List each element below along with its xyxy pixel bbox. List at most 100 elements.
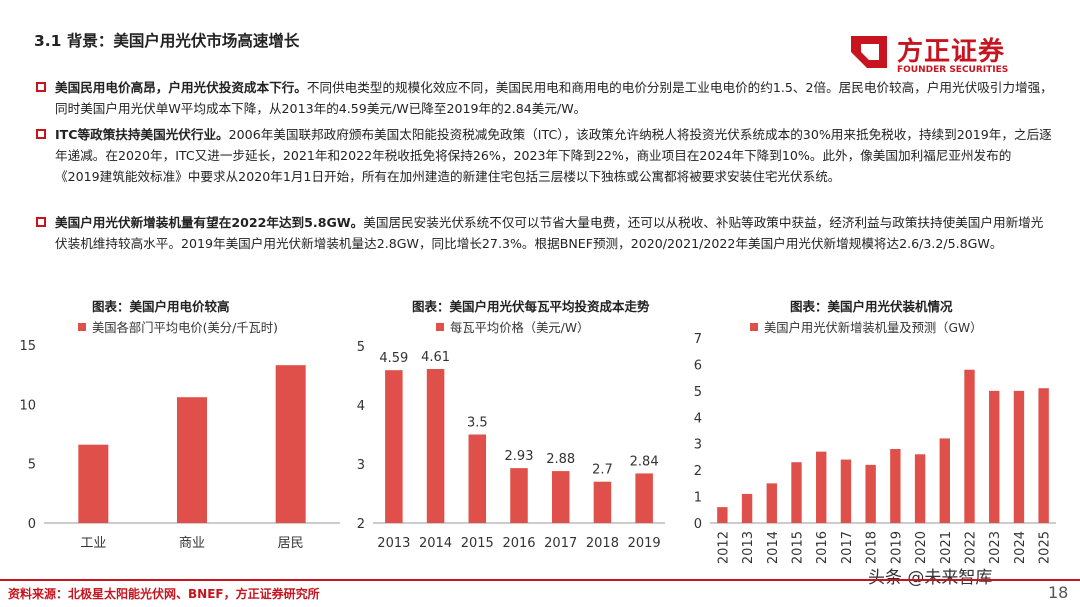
bar <box>468 434 487 523</box>
bar <box>964 369 975 523</box>
data-label: 3.5 <box>467 416 488 431</box>
chart3-legend-label: 美国户用光伏新增装机量及预测（GW） <box>764 321 983 335</box>
y-tick-label: 1 <box>694 491 702 506</box>
x-tick-label: 2014 <box>766 531 781 564</box>
y-tick-label: 0 <box>28 517 36 532</box>
y-tick-label: 5 <box>694 385 702 400</box>
bar <box>741 493 753 523</box>
bar <box>840 459 852 523</box>
bar <box>816 451 827 523</box>
y-tick-label: 2 <box>357 517 365 532</box>
chart2-legend-label: 每瓦平均价格（美元/W） <box>450 321 590 335</box>
bar <box>766 483 777 523</box>
bar <box>890 449 901 523</box>
y-tick-label: 15 <box>19 339 36 354</box>
y-tick-label: 0 <box>694 517 702 532</box>
x-tick-label: 2019 <box>628 536 661 551</box>
x-tick-label: 2015 <box>461 536 494 551</box>
y-tick-label: 4 <box>357 399 365 414</box>
x-tick-label: 2015 <box>791 531 806 564</box>
x-tick-label: 居民 <box>278 536 304 551</box>
bullet-square-icon <box>36 82 46 92</box>
chart2-title: 图表：美国户用光伏每瓦平均投资成本走势 <box>412 299 650 314</box>
bar <box>717 507 728 523</box>
page-number: 18 <box>1048 583 1069 602</box>
y-tick-label: 6 <box>694 358 702 373</box>
bar <box>989 390 1000 523</box>
bar <box>1038 388 1049 523</box>
bar <box>551 471 570 523</box>
data-label: 4.61 <box>421 350 450 365</box>
x-tick-label: 2019 <box>889 531 904 564</box>
footer-divider <box>0 579 1080 581</box>
data-label: 4.59 <box>379 351 408 366</box>
x-tick-label: 2022 <box>964 531 979 564</box>
chart1-legend-label: 美国各部门平均电价(美分/千瓦时) <box>92 321 278 335</box>
bullet-body: 2006年美国联邦政府颁布美国太阳能投资税减免政策（ITC），该政策允许纳税人将… <box>55 127 1052 184</box>
bullet-square-icon <box>36 217 46 227</box>
page-title: 3.1 背景：美国户用光伏市场高速增长 <box>34 32 300 50</box>
x-tick-label: 商业 <box>179 536 205 551</box>
y-tick-label: 5 <box>357 340 365 355</box>
bar <box>865 464 876 523</box>
x-tick-label: 2016 <box>815 531 830 564</box>
legend-swatch <box>750 323 758 331</box>
x-tick-label: 2017 <box>840 531 855 564</box>
bar <box>177 397 207 523</box>
bar <box>426 369 445 523</box>
chart1-electricity-price: 0 5 10 15 工业 商业 居民 <box>19 339 340 551</box>
bar <box>593 481 612 523</box>
x-tick-label: 2014 <box>419 536 452 551</box>
bar <box>510 468 528 523</box>
y-tick-label: 3 <box>357 458 365 473</box>
bar <box>275 365 306 523</box>
bullet-body: 美国居民安装光伏系统不仅可以节省大量电费，还可以从税收、补贴等政策中获益，经济利… <box>55 215 1044 251</box>
chart1-legend: 美国各部门平均电价(美分/千瓦时) <box>78 318 278 336</box>
chart3-title: 图表：美国户用光伏装机情况 <box>790 299 953 314</box>
x-tick-label: 2025 <box>1038 531 1053 564</box>
legend-swatch <box>436 323 444 331</box>
bullet-square-icon <box>36 129 46 139</box>
watermark: 头条 @未来智库 <box>868 568 993 588</box>
x-tick-label: 2018 <box>865 531 880 564</box>
x-tick-label: 2018 <box>586 536 619 551</box>
bullet-lead: 美国户用光伏新增装机量有望在2022年达到5.8GW。 <box>55 215 364 230</box>
x-tick-label: 2020 <box>914 531 929 564</box>
x-tick-label: 工业 <box>80 536 106 551</box>
bullet-installation-forecast: 美国户用光伏新增装机量有望在2022年达到5.8GW。美国居民安装光伏系统不仅可… <box>36 212 1055 254</box>
x-tick-label: 2013 <box>741 531 756 564</box>
logo-english: FOUNDER SECURITIES <box>897 65 1009 75</box>
brand-logo: 方正证券 FOUNDER SECURITIES <box>847 30 1027 78</box>
y-tick-label: 3 <box>694 438 702 453</box>
chart1-title: 图表：美国户用电价较高 <box>92 299 230 314</box>
bullet-electricity-price: 美国民用电价高昂，户用光伏投资成本下行。不同供电类型的规模化效应不同，美国民用电… <box>36 77 1055 119</box>
bar <box>1013 390 1025 523</box>
x-tick-label: 2013 <box>377 536 410 551</box>
x-tick-label: 2023 <box>988 531 1003 564</box>
bar <box>635 473 653 523</box>
y-tick-label: 7 <box>694 332 702 347</box>
bullet-lead: ITC等政策扶持美国光伏行业。 <box>55 127 229 142</box>
y-tick-label: 5 <box>28 458 36 473</box>
bar <box>385 370 403 523</box>
y-tick-label: 2 <box>694 464 702 479</box>
legend-swatch <box>78 323 86 331</box>
bullet-itc-policy: ITC等政策扶持美国光伏行业。2006年美国联邦政府颁布美国太阳能投资税减免政策… <box>36 124 1055 187</box>
chart3-legend: 美国户用光伏新增装机量及预测（GW） <box>750 318 982 336</box>
y-tick-label: 4 <box>694 411 702 426</box>
y-tick-label: 10 <box>19 398 36 413</box>
x-tick-label: 2021 <box>939 531 954 564</box>
bullet-body: 不同供电类型的规模化效应不同，美国民用电和商用电的电价分别是工业电电价的约1.5… <box>55 80 1053 116</box>
chart3-pv-installations: 0 1 2 3 4 5 6 7 2012 2013 2014 2015 2016 2017 2018 2019… <box>694 332 1056 564</box>
data-label: 2.7 <box>592 463 613 478</box>
chart2-legend: 每瓦平均价格（美元/W） <box>436 318 589 336</box>
bar <box>939 438 950 523</box>
x-tick-label: 2012 <box>716 531 731 564</box>
x-tick-label: 2016 <box>502 536 535 551</box>
logo-chinese: 方正证券 <box>897 37 1006 67</box>
bullet-lead: 美国民用电价高昂，户用光伏投资成本下行。 <box>55 80 307 95</box>
chart2-investment-cost: 2 3 4 5 4.59 2013 4.61 2014 3.5 2015 2.93 2016 2.88 2… <box>357 340 665 551</box>
data-label: 2.88 <box>546 452 575 467</box>
data-label: 2.93 <box>505 449 534 464</box>
data-label: 2.84 <box>630 454 659 469</box>
